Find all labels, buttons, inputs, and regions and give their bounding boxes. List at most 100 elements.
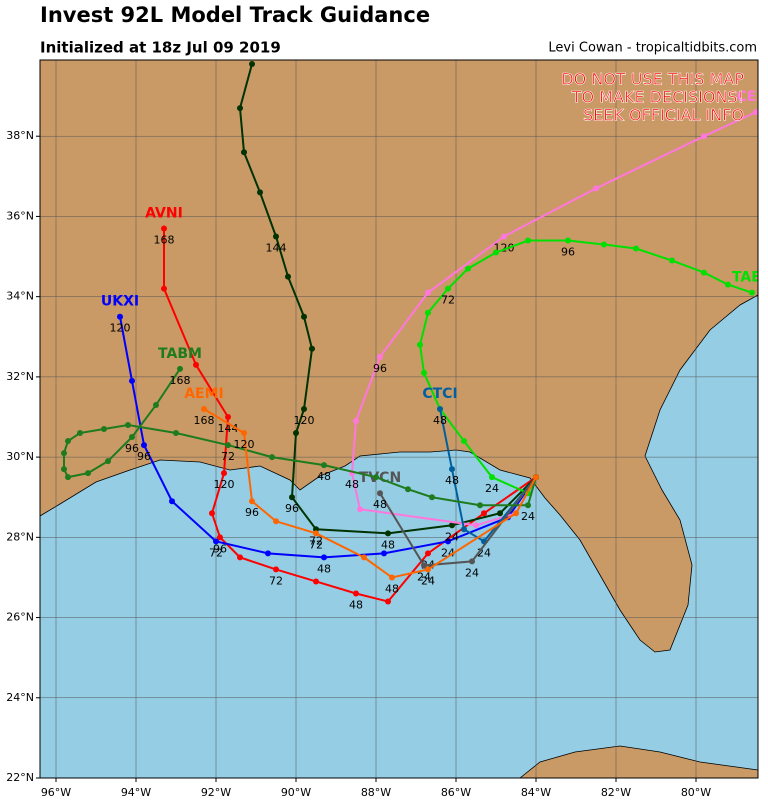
track-point bbox=[101, 426, 107, 433]
track-line bbox=[63, 368, 537, 507]
track-point bbox=[289, 494, 295, 501]
forecast-hour-label: 96 bbox=[213, 542, 227, 555]
y-tick-label: 38°N bbox=[6, 129, 34, 142]
y-tick-label: 22°N bbox=[6, 771, 34, 784]
x-tick-label: 94°W bbox=[121, 786, 151, 799]
forecast-hour-label: 120 bbox=[294, 414, 315, 427]
forecast-hour-label: 48 bbox=[445, 474, 459, 487]
track-point bbox=[501, 233, 507, 240]
track-point bbox=[285, 273, 291, 280]
track-point bbox=[269, 454, 275, 461]
track-point bbox=[429, 494, 435, 501]
track-point bbox=[141, 442, 147, 449]
forecast-hour-label: 48 bbox=[349, 598, 363, 611]
track-point bbox=[257, 189, 263, 196]
track-point bbox=[321, 462, 327, 469]
track-point bbox=[161, 285, 167, 292]
forecast-hour-label: 120 bbox=[214, 478, 235, 491]
track-point bbox=[449, 466, 455, 473]
track-point bbox=[489, 474, 495, 481]
y-tick-label: 32°N bbox=[6, 370, 34, 383]
track-point bbox=[385, 598, 391, 605]
track-point bbox=[633, 245, 639, 252]
track-point bbox=[77, 430, 83, 437]
y-tick-label: 30°N bbox=[6, 450, 34, 463]
forecast-hour-label: 72 bbox=[441, 294, 455, 307]
forecast-hour-label: 72 bbox=[309, 534, 323, 547]
track-point bbox=[313, 530, 319, 537]
track-point bbox=[301, 405, 307, 412]
track-point bbox=[353, 418, 359, 425]
track-point bbox=[753, 109, 758, 116]
track-point bbox=[321, 554, 327, 561]
forecast-hour-label: 96 bbox=[137, 450, 151, 463]
forecast-hour-label: 168 bbox=[194, 414, 215, 427]
track-point bbox=[353, 590, 359, 597]
track-point bbox=[421, 369, 427, 376]
track-point bbox=[381, 550, 387, 557]
track-point bbox=[405, 486, 411, 493]
track-name: UKXI bbox=[101, 294, 139, 310]
track-point bbox=[241, 149, 247, 156]
forecast-hour-label: 48 bbox=[317, 470, 331, 483]
forecast-hour-label: 48 bbox=[317, 562, 331, 575]
track-point bbox=[301, 313, 307, 320]
track-point bbox=[265, 550, 271, 557]
track-point bbox=[437, 405, 443, 412]
forecast-hour-label: 48 bbox=[373, 498, 387, 511]
credit: Levi Cowan - tropicaltidbits.com bbox=[548, 41, 757, 56]
x-tick-label: 82°W bbox=[601, 786, 631, 799]
track-point bbox=[513, 510, 519, 517]
track-point bbox=[225, 442, 231, 449]
track-point bbox=[601, 241, 607, 248]
track-point bbox=[169, 498, 175, 505]
track-point bbox=[309, 345, 315, 352]
track-point bbox=[445, 285, 451, 292]
track-point bbox=[85, 470, 91, 477]
track-point bbox=[177, 365, 183, 372]
y-tick-label: 36°N bbox=[6, 209, 34, 222]
track-point bbox=[313, 578, 319, 585]
forecast-hour-label: 144 bbox=[218, 422, 239, 435]
forecast-hour-label: 24 bbox=[485, 482, 499, 495]
track-point bbox=[749, 289, 755, 296]
y-tick-label: 28°N bbox=[6, 530, 34, 543]
track-point bbox=[389, 574, 395, 581]
track-name: AVNI bbox=[145, 205, 183, 221]
forecast-hour-label: 96 bbox=[373, 362, 387, 375]
track-line bbox=[203, 408, 537, 579]
forecast-hour-label: 96 bbox=[245, 506, 259, 519]
track-point bbox=[417, 341, 423, 348]
cuba bbox=[519, 745, 758, 778]
map-area: 24487296120144168AVNI24487296120UKXI2448… bbox=[40, 60, 768, 778]
forecast-hour-label: 168 bbox=[170, 374, 191, 387]
track-name: AEMI bbox=[184, 386, 224, 402]
forecast-hour-label: 24 bbox=[521, 510, 535, 523]
track-point bbox=[425, 566, 431, 573]
x-tick-label: 86°W bbox=[441, 786, 471, 799]
track-point bbox=[525, 237, 531, 244]
forecast-hour-label: 24 bbox=[445, 530, 459, 543]
track-point bbox=[425, 289, 431, 296]
track-name: TABS bbox=[732, 270, 768, 286]
track-point bbox=[129, 377, 135, 384]
warning-line: DO NOT USE THIS MAP bbox=[561, 70, 744, 89]
track-point bbox=[249, 61, 255, 68]
forecast-hour-label: 48 bbox=[381, 538, 395, 551]
track-line bbox=[350, 111, 757, 527]
track-point bbox=[129, 434, 135, 441]
land bbox=[40, 60, 758, 653]
track-point bbox=[161, 225, 167, 232]
forecast-hour-label: 48 bbox=[433, 414, 447, 427]
track-point bbox=[221, 470, 227, 477]
y-tick-label: 24°N bbox=[6, 691, 34, 704]
track-point bbox=[701, 269, 707, 276]
x-tick-label: 88°W bbox=[361, 786, 391, 799]
forecast-hour-label: 24 bbox=[417, 570, 431, 583]
subtitle: Initialized at 18z Jul 09 2019 bbox=[40, 39, 281, 57]
track-point bbox=[201, 405, 207, 412]
track-point bbox=[237, 554, 243, 561]
track-point bbox=[425, 550, 431, 557]
track-point bbox=[461, 438, 467, 445]
y-tick-label: 26°N bbox=[6, 611, 34, 624]
